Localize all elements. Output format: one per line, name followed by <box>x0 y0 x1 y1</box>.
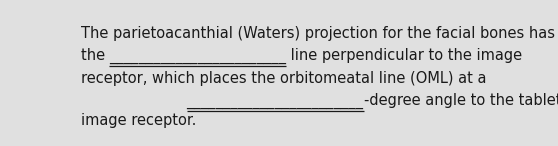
Text: The parietoacanthial (Waters) projection for the facial bones has: The parietoacanthial (Waters) projection… <box>80 26 555 41</box>
Text: image receptor.: image receptor. <box>80 113 196 128</box>
Text: -degree angle to the tabletop and: -degree angle to the tabletop and <box>363 93 558 108</box>
Text: ________________________: ________________________ <box>109 49 286 64</box>
Text: ________________________: ________________________ <box>186 94 363 109</box>
Text: line perpendicular to the image: line perpendicular to the image <box>286 48 522 63</box>
Text: receptor, which places the orbitomeatal line (OML) at a: receptor, which places the orbitomeatal … <box>80 71 486 86</box>
Text: the: the <box>80 48 109 63</box>
